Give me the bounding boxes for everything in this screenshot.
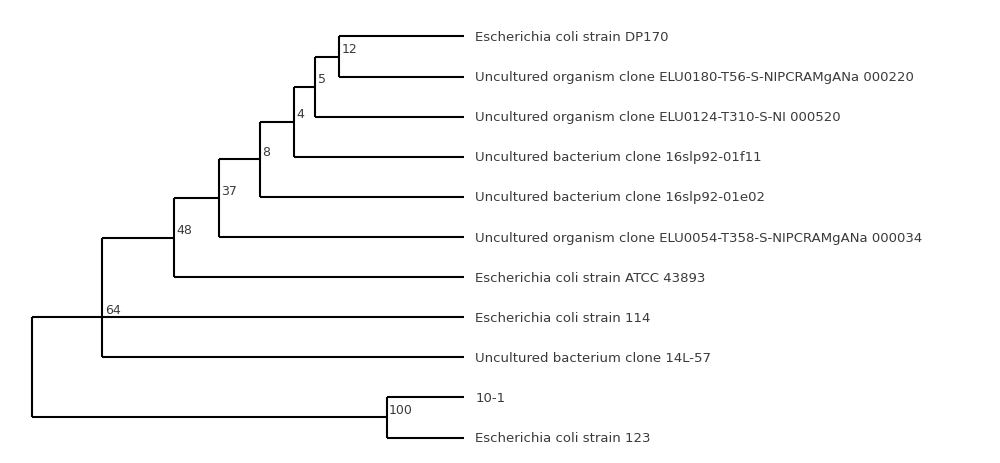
Text: 48: 48: [176, 224, 192, 237]
Text: Escherichia coli strain ATCC 43893: Escherichia coli strain ATCC 43893: [475, 271, 706, 284]
Text: Escherichia coli strain 114: Escherichia coli strain 114: [475, 311, 651, 324]
Text: Escherichia coli strain 123: Escherichia coli strain 123: [475, 431, 651, 444]
Text: Uncultured bacterium clone 16slp92-01e02: Uncultured bacterium clone 16slp92-01e02: [475, 191, 765, 204]
Text: 10-1: 10-1: [475, 391, 505, 404]
Text: Uncultured organism clone ELU0124-T310-S-NI 000520: Uncultured organism clone ELU0124-T310-S…: [475, 111, 841, 124]
Text: Escherichia coli strain DP170: Escherichia coli strain DP170: [475, 31, 669, 44]
Text: 8: 8: [262, 145, 270, 158]
Text: 5: 5: [318, 73, 326, 86]
Text: Uncultured organism clone ELU0054-T358-S-NIPCRAMgANa 000034: Uncultured organism clone ELU0054-T358-S…: [475, 231, 922, 244]
Text: Uncultured organism clone ELU0180-T56-S-NIPCRAMgANa 000220: Uncultured organism clone ELU0180-T56-S-…: [475, 71, 914, 84]
Text: 12: 12: [342, 43, 357, 56]
Text: 37: 37: [221, 184, 237, 197]
Text: 64: 64: [105, 303, 120, 316]
Text: 100: 100: [389, 403, 413, 416]
Text: Uncultured bacterium clone 16slp92-01f11: Uncultured bacterium clone 16slp92-01f11: [475, 151, 762, 164]
Text: Uncultured bacterium clone 14L-57: Uncultured bacterium clone 14L-57: [475, 351, 711, 364]
Text: 4: 4: [296, 108, 304, 121]
